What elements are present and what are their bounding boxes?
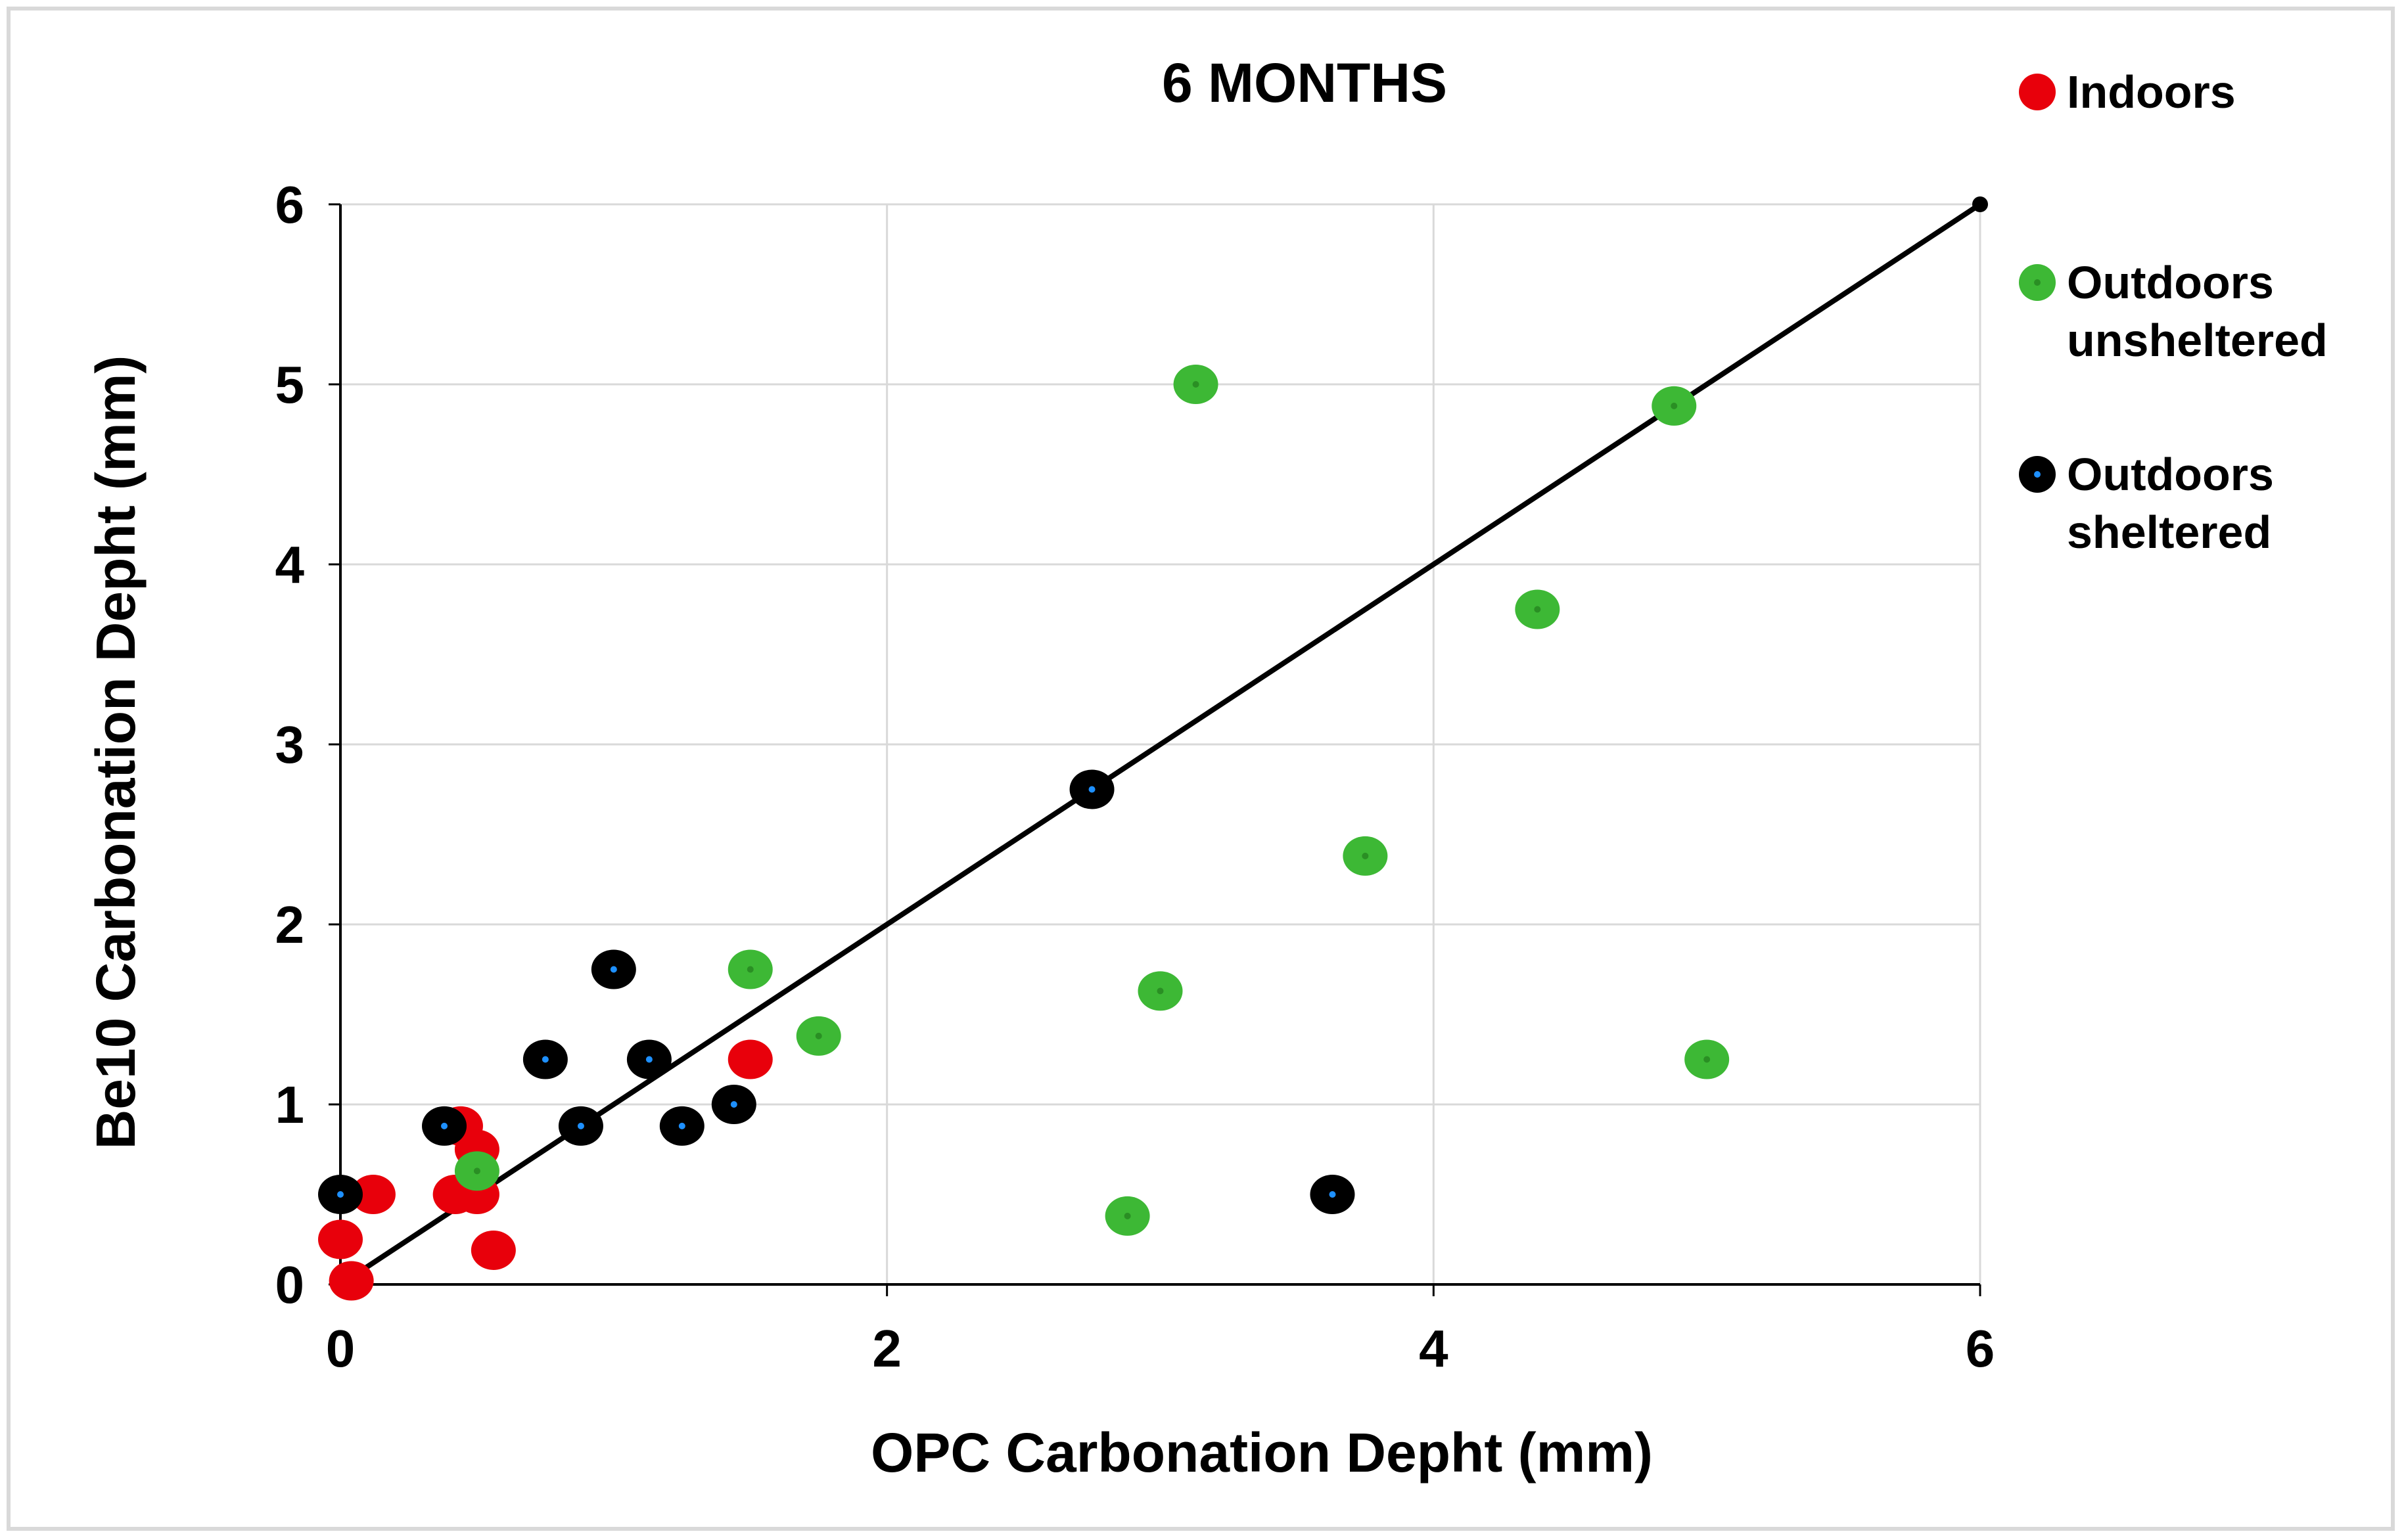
data-point-center [1192, 381, 1199, 388]
legend-label-outdoors-unsheltered: unsheltered [2067, 315, 2328, 366]
x-tick-label: 6 [1966, 1319, 1995, 1378]
series-outdoors-unsheltered [454, 365, 1730, 1236]
data-points [318, 365, 1730, 1301]
y-tick-label: 0 [275, 1256, 305, 1314]
legend-label-indoors: Indoors [2067, 66, 2236, 118]
data-point-center [1157, 987, 1164, 995]
data-point-center [1362, 852, 1369, 859]
data-point-center [645, 1056, 653, 1063]
legend-label-outdoors-unsheltered: Outdoors [2067, 257, 2274, 308]
data-point [329, 1261, 374, 1301]
reference-line-end-marker [1972, 196, 1988, 212]
data-point-center [441, 1122, 448, 1129]
reference-line [338, 202, 1982, 1287]
legend-label-outdoors-sheltered: Outdoors [2067, 449, 2274, 500]
legend-marker-indoors [2019, 74, 2056, 110]
data-point-center [730, 1101, 737, 1108]
x-tick-label: 4 [1419, 1319, 1448, 1378]
data-point-center [473, 1167, 480, 1175]
data-point [318, 1219, 363, 1259]
y-tick-label: 2 [275, 895, 305, 954]
data-point-center [678, 1122, 685, 1129]
series-outdoors-sheltered [318, 769, 1355, 1214]
data-point-center [1088, 786, 1096, 793]
x-tick-label: 0 [326, 1319, 356, 1378]
legend-label-outdoors-sheltered: sheltered [2067, 507, 2271, 558]
data-point-center [1329, 1191, 1336, 1198]
reference-line-group [338, 196, 1988, 1287]
y-axis-title: Be10 Carbonation Depht (mm) [85, 355, 147, 1150]
y-tick-label: 6 [275, 175, 305, 234]
data-point-center [747, 966, 754, 973]
y-tick-label: 5 [275, 355, 305, 414]
x-tick-label: 2 [872, 1319, 902, 1378]
data-point [728, 1039, 773, 1079]
data-point-center [542, 1056, 549, 1063]
legend: Indoors Outdoors unsheltered Outdoors shelte… [2019, 66, 2328, 558]
data-point-center [1124, 1212, 1131, 1219]
data-point-center [610, 966, 617, 973]
chart-frame [7, 7, 2395, 1531]
data-point-center [1671, 402, 1678, 409]
data-point-center [815, 1032, 822, 1039]
y-tick-label: 3 [275, 715, 305, 774]
data-point-center [1703, 1056, 1711, 1063]
data-point [471, 1230, 516, 1270]
data-point-center [577, 1122, 584, 1129]
legend-marker-center [2034, 279, 2041, 286]
legend-marker-center [2034, 471, 2041, 478]
y-tick-label: 4 [275, 535, 305, 594]
y-tick-label: 1 [275, 1076, 305, 1134]
data-point-center [1534, 606, 1541, 613]
x-axis-title: OPC Carbonation Depht (mm) [871, 1422, 1653, 1483]
tick-labels: 0 1 2 3 4 5 6 0 2 4 6 [275, 175, 1995, 1378]
data-point [350, 1175, 396, 1214]
data-point-center [337, 1191, 344, 1198]
chart-title: 6 MONTHS [1162, 52, 1447, 114]
